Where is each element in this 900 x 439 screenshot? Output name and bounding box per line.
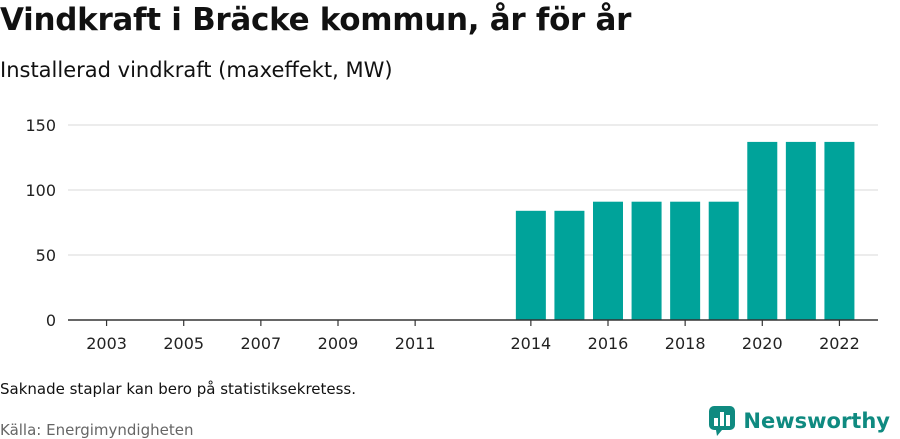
y-tick-label: 100 bbox=[25, 181, 56, 200]
bar bbox=[824, 141, 855, 320]
chart-title: Vindkraft i Bräcke kommun, år för år bbox=[0, 2, 632, 38]
x-tick-label: 2014 bbox=[510, 334, 551, 353]
bar bbox=[593, 201, 623, 320]
bar bbox=[708, 201, 739, 320]
x-tick-label: 2016 bbox=[588, 334, 629, 353]
x-tick-label: 2003 bbox=[86, 334, 127, 353]
x-tick-label: 2007 bbox=[240, 334, 281, 353]
x-tick-label: 2005 bbox=[163, 334, 204, 353]
bar bbox=[747, 141, 778, 320]
x-tick-label: 2020 bbox=[742, 334, 783, 353]
footnote: Saknade staplar kan bero på statistiksek… bbox=[0, 380, 357, 398]
x-tick-label: 2011 bbox=[395, 334, 436, 353]
y-tick-label: 50 bbox=[36, 246, 56, 265]
x-tick-label: 2018 bbox=[665, 334, 706, 353]
bar bbox=[785, 141, 816, 320]
brand-name: Newsworthy bbox=[743, 409, 890, 433]
bar bbox=[515, 210, 546, 320]
newsworthy-logo-icon bbox=[709, 406, 736, 436]
bars bbox=[515, 141, 855, 320]
grid-lines bbox=[68, 124, 878, 256]
x-axis: 2003 2005 2007 2009 2011 2014 2016 2018 2020 2022 bbox=[68, 319, 878, 353]
y-axis-tick-labels: 0 50 100 150 bbox=[25, 116, 56, 330]
y-tick-label: 150 bbox=[25, 116, 56, 135]
bar bbox=[670, 201, 701, 320]
bar bbox=[554, 210, 585, 320]
bar bbox=[631, 201, 662, 320]
x-tick-label: 2009 bbox=[318, 334, 359, 353]
x-tick-label: 2022 bbox=[819, 334, 860, 353]
y-tick-label: 0 bbox=[46, 311, 56, 330]
source-credit: Källa: Energimyndigheten bbox=[0, 421, 194, 439]
chart-subtitle: Installerad vindkraft (maxeffekt, MW) bbox=[0, 58, 393, 82]
brand-logo: Newsworthy bbox=[709, 406, 890, 436]
